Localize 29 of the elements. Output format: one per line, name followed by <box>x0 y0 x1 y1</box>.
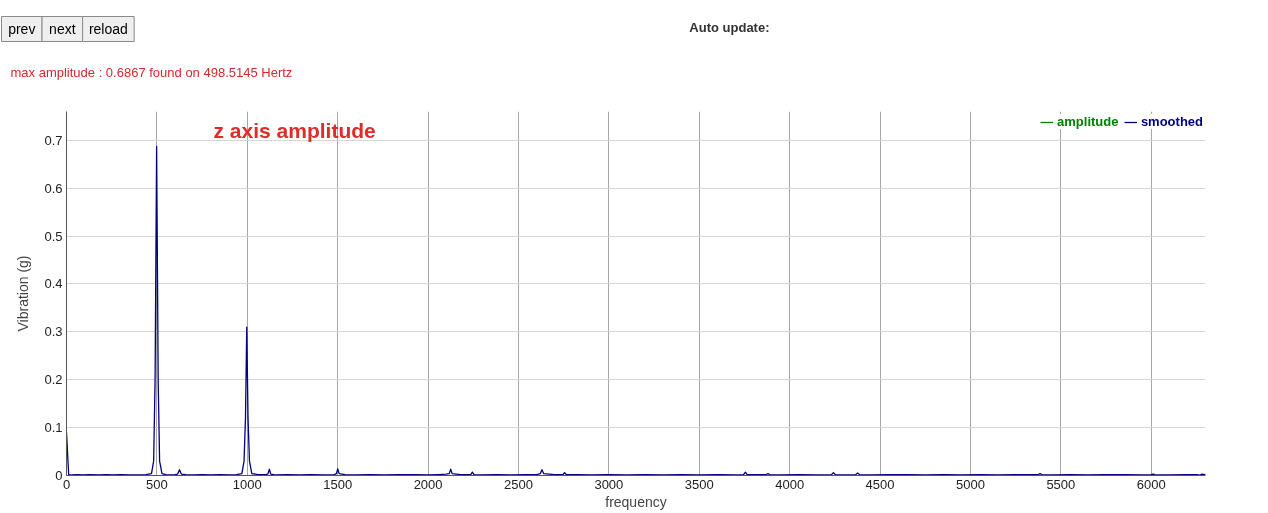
text: Auto update: <box>689 20 770 35</box>
y-tick-label: 0.7 <box>44 132 63 148</box>
x-tick-label: 6000 <box>1136 476 1166 492</box>
y-tick-label: 0.2 <box>44 372 63 388</box>
text: reload <box>88 21 128 37</box>
y-tick-label: 0.4 <box>44 276 63 292</box>
text: prev <box>8 21 36 37</box>
x-axis-title: frequency <box>605 493 667 510</box>
x-tick-label: 2500 <box>504 476 533 492</box>
text: max amplitude : 0.6867 found on 498.5145 Hertz <box>10 65 293 80</box>
y-tick-label: 0.5 <box>44 228 63 244</box>
x-tick-label: 3000 <box>594 476 624 492</box>
x-tick-label: 3500 <box>684 476 714 492</box>
x-tick-label: 4500 <box>865 476 895 492</box>
y-tick-label: 0.6 <box>44 180 63 196</box>
x-tick-label: 500 <box>146 476 168 492</box>
x-tick-label: 5500 <box>1046 476 1076 492</box>
text: next <box>49 21 76 37</box>
legend-label: smoothed <box>1140 114 1203 129</box>
x-tick-label: 1000 <box>232 476 262 492</box>
x-tick-label: 4000 <box>775 476 805 492</box>
y-axis-title: Vibration (g) <box>15 255 32 332</box>
x-tick-label: 2000 <box>413 476 443 492</box>
x-tick-label: 5000 <box>956 476 985 492</box>
annotation: z axis amplitude <box>213 119 376 142</box>
y-tick-label: 0.1 <box>44 420 63 436</box>
legend-label: amplitude <box>1057 114 1119 129</box>
y-tick-label: 0.3 <box>44 324 63 340</box>
x-tick-label: 1500 <box>323 476 353 492</box>
